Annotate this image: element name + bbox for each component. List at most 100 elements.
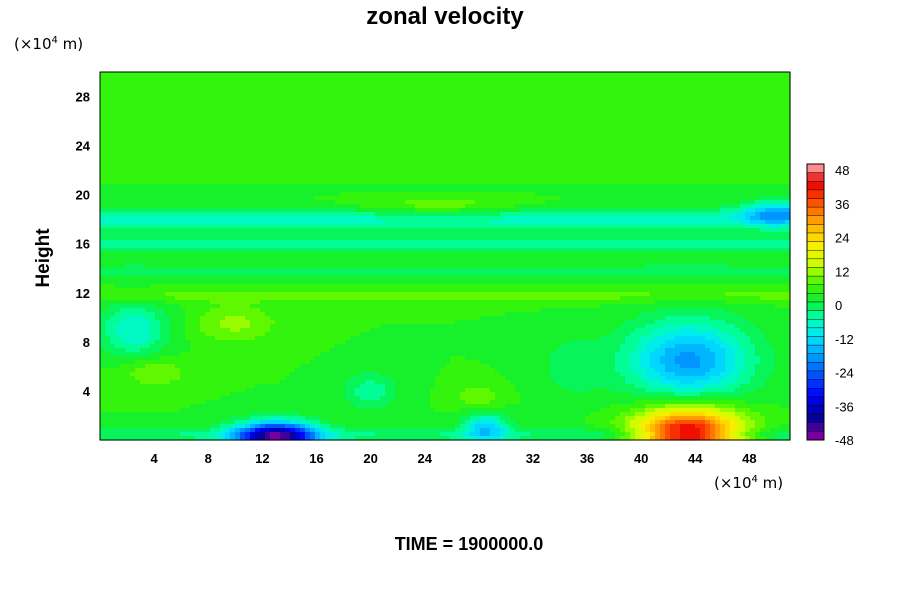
- heatmap-cell: [265, 176, 271, 181]
- heatmap-cell: [460, 128, 466, 133]
- heatmap-cell: [235, 104, 241, 109]
- heatmap-cell: [700, 180, 706, 185]
- heatmap-cell: [425, 176, 431, 181]
- heatmap-cell: [675, 176, 681, 181]
- heatmap-cell: [750, 80, 756, 85]
- heatmap-cell: [515, 124, 521, 129]
- heatmap-cell: [115, 148, 121, 153]
- heatmap-cell: [120, 180, 126, 185]
- heatmap-cell: [375, 156, 381, 161]
- heatmap-cell: [585, 152, 591, 157]
- heatmap-cell: [385, 200, 391, 205]
- heatmap-cell: [300, 144, 306, 149]
- heatmap-cell: [380, 192, 386, 197]
- heatmap-cell: [750, 188, 756, 193]
- heatmap-cell: [775, 128, 781, 133]
- heatmap-cell: [385, 172, 391, 177]
- heatmap-cell: [120, 80, 126, 85]
- heatmap-cell: [130, 184, 136, 189]
- heatmap-cell: [675, 196, 681, 201]
- heatmap-cell: [330, 124, 336, 129]
- heatmap-cell: [305, 88, 311, 93]
- heatmap-cell: [510, 212, 516, 217]
- heatmap-cell: [265, 132, 271, 137]
- heatmap-cell: [485, 116, 491, 121]
- heatmap-cell: [550, 72, 556, 77]
- heatmap-cell: [310, 156, 316, 161]
- heatmap-cell: [670, 116, 676, 121]
- heatmap-cell: [500, 104, 506, 109]
- heatmap-cell: [345, 116, 351, 121]
- heatmap-cell: [615, 108, 621, 113]
- heatmap-cell: [535, 140, 541, 145]
- heatmap-cell: [165, 184, 171, 189]
- heatmap-cell: [315, 188, 321, 193]
- heatmap-cell: [525, 100, 531, 105]
- heatmap-cell: [380, 120, 386, 125]
- heatmap-cell: [480, 192, 486, 197]
- heatmap-cell: [250, 140, 256, 145]
- heatmap-cell: [110, 124, 116, 129]
- heatmap-cell: [330, 144, 336, 149]
- heatmap-cell: [660, 160, 666, 165]
- heatmap-cell: [580, 104, 586, 109]
- heatmap-cell: [335, 144, 341, 149]
- heatmap-cell: [595, 128, 601, 133]
- heatmap-cell: [135, 200, 141, 205]
- heatmap-cell: [550, 152, 556, 157]
- heatmap-cell: [125, 120, 131, 125]
- heatmap-cell: [445, 188, 451, 193]
- heatmap-cell: [375, 192, 381, 197]
- heatmap-cell: [140, 144, 146, 149]
- heatmap-cell: [275, 156, 281, 161]
- heatmap-cell: [540, 88, 546, 93]
- heatmap-cell: [710, 168, 716, 173]
- heatmap-cell: [525, 196, 531, 201]
- heatmap-cell: [525, 80, 531, 85]
- heatmap-cell: [410, 180, 416, 185]
- heatmap-cell: [750, 112, 756, 117]
- heatmap-cell: [520, 120, 526, 125]
- heatmap-cell: [690, 104, 696, 109]
- heatmap-cell: [730, 184, 736, 189]
- heatmap-cell: [215, 104, 221, 109]
- heatmap-cell: [315, 120, 321, 125]
- heatmap-cell: [180, 88, 186, 93]
- heatmap-cell: [660, 164, 666, 169]
- heatmap-cell: [620, 156, 626, 161]
- heatmap-cell: [735, 188, 741, 193]
- heatmap-cell: [760, 140, 766, 145]
- heatmap-cell: [290, 128, 296, 133]
- heatmap-cell: [260, 212, 266, 217]
- heatmap-cell: [125, 80, 131, 85]
- heatmap-cell: [320, 184, 326, 189]
- heatmap-cell: [175, 196, 181, 201]
- heatmap-cell: [590, 124, 596, 129]
- heatmap-cell: [690, 160, 696, 165]
- heatmap-cell: [255, 208, 261, 213]
- heatmap-cell: [450, 80, 456, 85]
- heatmap-cell: [115, 212, 121, 217]
- heatmap-cell: [210, 100, 216, 105]
- heatmap-cell: [555, 72, 561, 77]
- heatmap-cell: [470, 84, 476, 89]
- heatmap-cell: [330, 200, 336, 205]
- heatmap-cell: [585, 156, 591, 161]
- heatmap-cell: [590, 116, 596, 121]
- heatmap-cell: [605, 104, 611, 109]
- heatmap-cell: [430, 124, 436, 129]
- heatmap-cell: [260, 124, 266, 129]
- heatmap-cell: [540, 184, 546, 189]
- heatmap-cell: [320, 148, 326, 153]
- heatmap-cell: [745, 84, 751, 89]
- heatmap-cell: [745, 128, 751, 133]
- heatmap-cell: [195, 200, 201, 205]
- heatmap-cell: [290, 76, 296, 81]
- heatmap-cell: [415, 212, 421, 217]
- heatmap-cell: [230, 196, 236, 201]
- heatmap-cell: [785, 136, 791, 141]
- heatmap-cell: [100, 196, 106, 201]
- heatmap-cell: [160, 148, 166, 153]
- heatmap-cell: [560, 176, 566, 181]
- heatmap-cell: [320, 200, 326, 205]
